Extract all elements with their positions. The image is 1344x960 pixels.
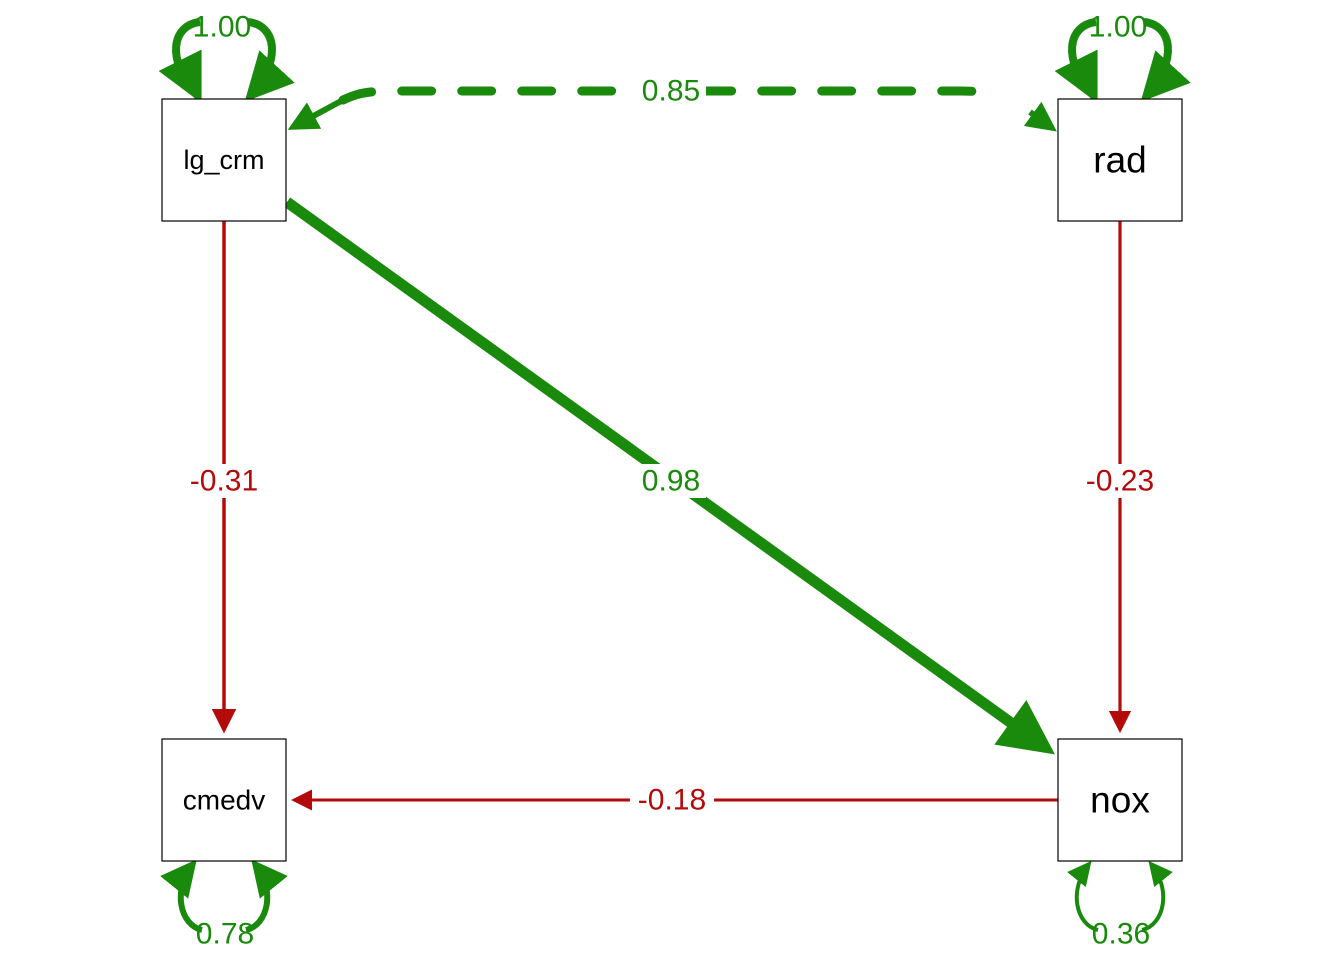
node-lg_crm: lg_crm [162, 99, 286, 221]
edge-lg_crm-to-cmedv: -0.31 [182, 221, 266, 730]
variance-loop-nox: 0.36 [1077, 864, 1163, 951]
edge-rad-to-nox: -0.23 [1078, 221, 1162, 730]
edge-lg_crm-to-nox: 0.98 [287, 202, 1046, 748]
variance-label-rad: 1.00 [1089, 11, 1147, 44]
variance-loop-rad: 1.00 [1072, 11, 1168, 97]
edge-nox-to-cmedv: -0.18 [294, 783, 1058, 817]
variance-label-cmedv: 0.78 [196, 918, 254, 951]
node-nox: nox [1058, 739, 1182, 861]
node-rad: rad [1058, 99, 1182, 221]
variance-label-nox: 0.36 [1092, 918, 1150, 951]
node-cmedv: cmedv [162, 739, 286, 861]
node-label-nox: nox [1090, 780, 1150, 821]
node-label-rad: rad [1093, 140, 1146, 181]
edge-label-lg_crm-cmedv: -0.31 [190, 465, 258, 498]
variance-loop-cmedv: 0.78 [181, 864, 267, 951]
node-label-cmedv: cmedv [183, 785, 265, 816]
edge-label-nox-cmedv: -0.18 [638, 784, 706, 817]
variance-loop-lg_crm: 1.00 [176, 11, 272, 97]
edge-label-lg_crm-rad: 0.85 [642, 75, 700, 108]
edge-lg_crm-rad-covariance: 0.85 [293, 74, 1052, 128]
edge-label-rad-nox: -0.23 [1086, 465, 1154, 498]
variance-label-lg_crm: 1.00 [193, 11, 251, 44]
node-label-lg_crm: lg_crm [183, 145, 264, 175]
edge-label-lg_crm-nox: 0.98 [642, 465, 700, 498]
